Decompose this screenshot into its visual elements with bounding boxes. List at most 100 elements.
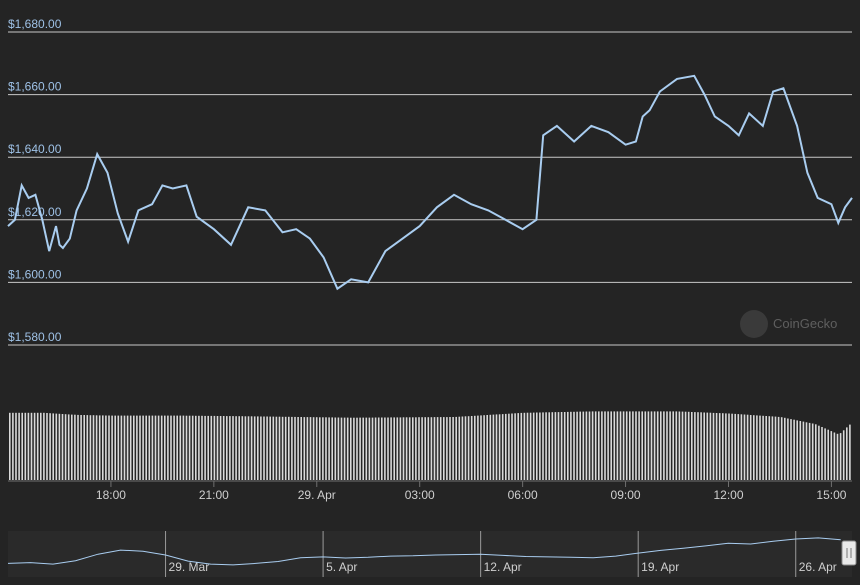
- volume-bar: [377, 417, 380, 480]
- volume-bar: [712, 412, 715, 480]
- volume-bar: [722, 413, 724, 480]
- volume-bar: [697, 412, 699, 480]
- volume-bar: [157, 415, 160, 480]
- volume-bar: [842, 430, 845, 480]
- volume-bar: [201, 415, 203, 480]
- volume-bar: [272, 416, 275, 480]
- volume-bar: [796, 420, 798, 480]
- volume-bar: [387, 417, 389, 480]
- volume-bar: [815, 424, 817, 480]
- volume-bar: [418, 417, 420, 480]
- volume-bar: [303, 417, 306, 480]
- volume-bar: [802, 421, 805, 480]
- volume-bar: [266, 416, 268, 480]
- volume-bar: [176, 415, 178, 480]
- volume-bar: [644, 411, 647, 480]
- volume-bar: [591, 411, 594, 480]
- x-tick-label: 03:00: [405, 488, 435, 502]
- volume-bar: [616, 411, 619, 480]
- volume-bar: [402, 417, 405, 480]
- volume-bar: [120, 415, 123, 480]
- volume-bar: [67, 414, 70, 480]
- navigator-line: [7, 537, 841, 566]
- volume-bar: [774, 416, 777, 480]
- volume-bar: [173, 415, 175, 480]
- volume-bar: [768, 416, 771, 480]
- navigator-handle[interactable]: [841, 540, 857, 566]
- volume-bar: [653, 411, 656, 480]
- volume-bar: [164, 415, 166, 480]
- volume-bar: [827, 429, 829, 480]
- volume-bar: [71, 414, 73, 480]
- volume-bar: [9, 412, 11, 480]
- volume-bar: [430, 417, 433, 480]
- volume-bar: [253, 416, 256, 480]
- volume-bar: [297, 417, 299, 480]
- volume-bar: [427, 417, 430, 480]
- volume-bar: [185, 415, 188, 480]
- volume-bar: [405, 417, 408, 480]
- volume-bar: [322, 417, 324, 480]
- volume-bar: [619, 411, 622, 480]
- volume-bar: [585, 411, 588, 480]
- range-navigator[interactable]: 29. Mar 5. Apr 12. Apr 19. Apr 26. Apr: [7, 531, 857, 577]
- volume-bar: [551, 412, 554, 480]
- volume-bar: [439, 417, 442, 480]
- volume-bar: [743, 414, 746, 480]
- volume-bar: [102, 415, 104, 480]
- volume-bar: [529, 412, 532, 480]
- volume-bar: [123, 415, 126, 480]
- volume-bar: [759, 415, 761, 480]
- volume-bar: [594, 411, 597, 480]
- volume-bar: [511, 413, 513, 480]
- volume-bar: [780, 417, 783, 480]
- price-axis-labels: $1,680.00 $1,660.00 $1,640.00 $1,620.00 $1,6…: [8, 17, 62, 344]
- x-tick-label: 21:00: [199, 488, 229, 502]
- volume-bar: [548, 412, 550, 480]
- volume-bar: [238, 416, 240, 480]
- volume-bar: [381, 417, 383, 480]
- volume-bar: [787, 418, 789, 480]
- volume-bar: [489, 414, 492, 480]
- volume-bar: [89, 415, 92, 480]
- y-tick-label: $1,640.00: [8, 142, 62, 156]
- price-line[interactable]: [7, 74, 853, 291]
- volume-bar: [80, 415, 82, 480]
- volume-bar: [610, 411, 612, 480]
- volume-bar: [753, 415, 755, 480]
- volume-bar: [625, 411, 628, 480]
- coingecko-watermark: CoinGecko: [773, 316, 837, 331]
- volume-bar: [340, 417, 343, 480]
- volume-bar: [793, 419, 795, 480]
- volume-bar: [24, 412, 27, 480]
- volume-bar: [235, 416, 237, 480]
- volume-bar: [191, 415, 194, 480]
- volume-bar: [706, 412, 709, 480]
- volume-bar: [33, 412, 36, 480]
- volume-bar: [148, 415, 151, 480]
- volume-bar: [483, 415, 485, 480]
- volume-bar: [114, 415, 116, 480]
- y-tick-label: $1,680.00: [8, 17, 62, 31]
- volume-bar: [588, 411, 591, 480]
- volume-bar: [824, 428, 826, 480]
- volume-bar: [839, 433, 842, 480]
- volume-bar: [684, 411, 687, 480]
- volume-bar: [799, 421, 802, 480]
- volume-bar: [139, 415, 141, 480]
- volume-bar: [681, 411, 684, 480]
- volume-bar: [281, 416, 284, 480]
- volume-bar: [61, 414, 64, 480]
- volume-bar: [55, 413, 58, 480]
- volume-bar: [179, 415, 182, 480]
- volume-bar: [49, 413, 51, 480]
- volume-bar: [672, 411, 674, 480]
- volume-bar: [446, 417, 448, 480]
- volume-bar: [647, 411, 650, 480]
- volume-bar: [145, 415, 147, 480]
- volume-bar: [461, 416, 464, 480]
- volume-bar: [560, 412, 563, 480]
- volume-bar: [182, 415, 185, 480]
- volume-bar: [399, 417, 402, 480]
- volume-bar: [756, 415, 758, 480]
